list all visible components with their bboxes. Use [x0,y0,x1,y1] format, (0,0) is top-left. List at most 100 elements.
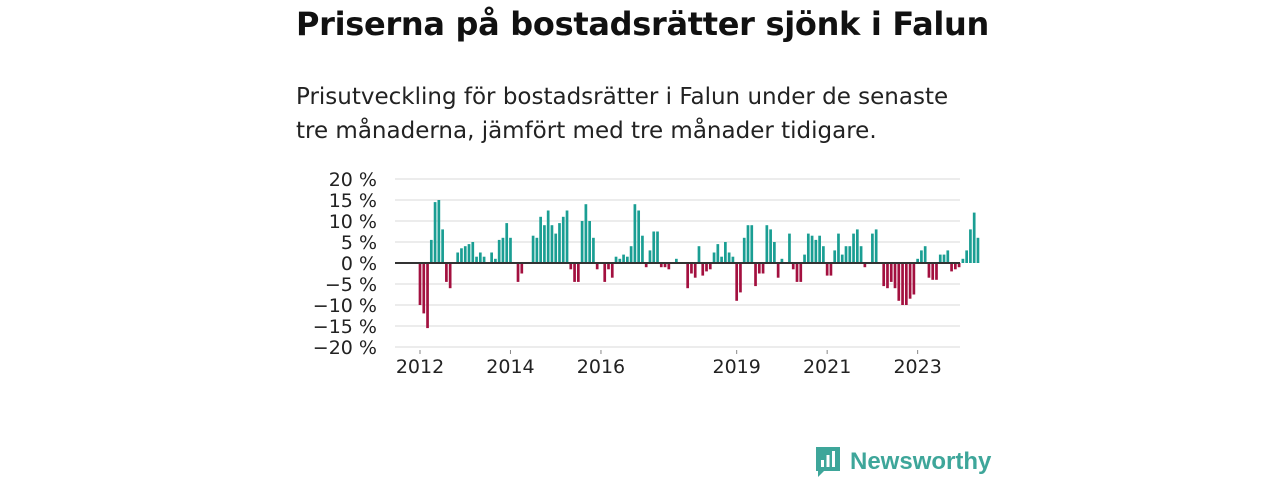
bar-positive [433,202,437,263]
bar-negative [418,263,422,305]
bar-negative [761,263,765,274]
bar-positive [972,212,976,263]
bar-positive [641,235,644,263]
bar-positive [818,235,821,263]
bar-positive [871,233,874,263]
bar-positive [859,246,863,263]
bar-positive [633,204,637,263]
bar-negative [445,263,448,282]
bar-positive [724,242,727,263]
bar-positive [675,258,678,263]
bar-negative [912,263,916,295]
bar-negative [904,263,908,305]
y-tick-label: 5 % [341,232,377,254]
bar-positive [840,254,844,263]
bar-negative [927,263,931,278]
bar-positive [961,258,965,263]
bar-negative [448,263,452,289]
bar-negative [603,263,607,282]
bar-positive [558,223,561,263]
bar-positive [727,252,731,263]
y-tick-label: −15 % [313,316,377,338]
grid-lines [395,178,960,348]
bar-negative [829,263,833,276]
bar-positive [652,231,656,263]
bar-positive [780,258,784,263]
bar-positive [546,210,550,263]
bar-positive [622,254,625,263]
bar-negative [908,263,912,299]
x-tick-label: 2014 [486,356,534,378]
bar-positive [648,250,652,263]
bar-positive [460,248,463,263]
bar-negative [576,263,580,282]
bar-positive [810,235,814,263]
y-tick-label: 0 % [341,253,377,275]
bar-negative [607,263,610,270]
bar-positive [618,258,622,263]
bar-positive [773,242,776,263]
bar-positive [463,246,467,263]
bar-negative [953,263,957,270]
bar-positive [837,233,840,263]
bar-positive [806,233,810,263]
bar-positive [475,256,478,263]
bar-positive [614,256,618,263]
bar-positive [505,223,509,263]
bar-positive [720,256,723,263]
newsworthy-logo-icon [816,447,840,477]
bar-positive [697,246,701,263]
bar-positive [497,239,501,263]
bar-negative [935,263,938,280]
bar-negative [520,263,524,274]
bar-positive [788,233,791,263]
y-tick-label: −5 % [325,274,377,296]
bar-negative [701,263,705,276]
bar-negative [897,263,901,301]
chart-title: Priserna på bostadsrätter sjönk i Falun [296,5,989,43]
bar-negative [757,263,761,274]
bar-positive [478,252,482,263]
bar-positive [765,225,769,263]
bar-positive [848,246,852,263]
bar-positive [501,237,505,263]
y-tick-label: 10 % [329,211,377,233]
bar-negative [573,263,576,282]
x-axis-tick-labels: 2012201420162019202120232025 [396,350,942,378]
y-tick-label: 20 % [329,169,377,191]
bar-positive [509,237,512,263]
bar-negative [663,263,667,268]
bar-negative [595,263,599,270]
bar-negative [957,263,961,268]
bar-negative [569,263,573,270]
bar-negative [644,263,648,268]
bar-chart: 20 %15 %10 %5 %0 %−5 %−10 %−15 %−20 % 20… [313,169,980,378]
bar-positive [976,237,980,263]
bar-negative [931,263,935,280]
bar-positive [539,216,542,263]
bar-positive [565,210,569,263]
bar-positive [916,258,919,263]
bar-positive [874,229,878,263]
bar-positive [946,250,950,263]
bar-positive [437,200,441,263]
y-axis-tick-labels: 20 %15 %10 %5 %0 %−5 %−10 %−15 %−20 % [313,169,377,359]
bar-positive [494,258,497,263]
bar-positive [580,221,584,263]
bar-positive [716,244,720,263]
bar-positive [584,204,588,263]
bar-positive [750,225,754,263]
y-tick-label: −20 % [313,337,377,359]
bar-positive [923,246,927,263]
bar-negative [686,263,690,289]
bar-positive [629,246,633,263]
x-tick-label: 2023 [893,356,941,378]
bar-negative [422,263,426,314]
bar-negative [690,263,693,274]
bar-negative [776,263,780,278]
bar-positive [467,244,471,263]
bar-positive [588,221,591,263]
bar-negative [863,263,867,268]
bar-negative [901,263,904,305]
bar-negative [659,263,663,268]
